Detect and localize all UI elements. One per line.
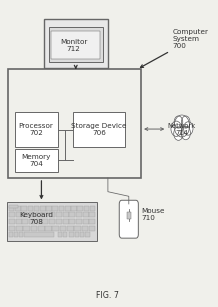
Circle shape <box>181 126 191 140</box>
FancyBboxPatch shape <box>56 212 62 217</box>
FancyBboxPatch shape <box>49 219 55 224</box>
FancyBboxPatch shape <box>119 200 138 238</box>
FancyBboxPatch shape <box>63 212 69 217</box>
FancyBboxPatch shape <box>77 206 83 211</box>
Circle shape <box>174 116 183 128</box>
FancyBboxPatch shape <box>14 232 18 237</box>
FancyBboxPatch shape <box>71 206 77 211</box>
Text: FIG. 7: FIG. 7 <box>96 291 119 300</box>
FancyBboxPatch shape <box>9 219 15 224</box>
FancyBboxPatch shape <box>56 219 62 224</box>
FancyBboxPatch shape <box>76 212 82 217</box>
Text: Processor
702: Processor 702 <box>19 123 53 136</box>
FancyBboxPatch shape <box>65 206 71 211</box>
FancyBboxPatch shape <box>34 206 39 211</box>
FancyBboxPatch shape <box>83 212 89 217</box>
Text: Mouse
710: Mouse 710 <box>141 208 165 221</box>
FancyBboxPatch shape <box>9 212 15 217</box>
FancyBboxPatch shape <box>49 212 55 217</box>
FancyBboxPatch shape <box>69 232 74 237</box>
FancyBboxPatch shape <box>69 212 75 217</box>
FancyBboxPatch shape <box>89 226 95 231</box>
FancyBboxPatch shape <box>9 226 15 231</box>
FancyBboxPatch shape <box>60 226 66 231</box>
FancyBboxPatch shape <box>58 232 62 237</box>
FancyBboxPatch shape <box>74 226 81 231</box>
Text: Keyboard
708: Keyboard 708 <box>19 212 53 225</box>
FancyBboxPatch shape <box>84 206 89 211</box>
FancyBboxPatch shape <box>23 226 30 231</box>
FancyBboxPatch shape <box>73 112 125 147</box>
FancyBboxPatch shape <box>16 226 23 231</box>
FancyBboxPatch shape <box>63 219 69 224</box>
FancyBboxPatch shape <box>21 206 27 211</box>
Text: Storage Device
706: Storage Device 706 <box>71 123 127 136</box>
Circle shape <box>174 115 190 137</box>
FancyBboxPatch shape <box>89 219 95 224</box>
FancyBboxPatch shape <box>15 212 22 217</box>
FancyBboxPatch shape <box>9 232 13 237</box>
FancyBboxPatch shape <box>63 232 67 237</box>
FancyBboxPatch shape <box>15 112 58 147</box>
FancyBboxPatch shape <box>69 219 75 224</box>
FancyBboxPatch shape <box>24 232 54 237</box>
FancyBboxPatch shape <box>43 219 48 224</box>
FancyBboxPatch shape <box>22 212 28 217</box>
FancyBboxPatch shape <box>22 219 28 224</box>
FancyBboxPatch shape <box>45 226 52 231</box>
FancyBboxPatch shape <box>89 212 95 217</box>
FancyBboxPatch shape <box>76 219 82 224</box>
FancyBboxPatch shape <box>127 212 131 219</box>
Circle shape <box>181 116 190 128</box>
FancyBboxPatch shape <box>7 202 97 241</box>
Text: Monitor
712: Monitor 712 <box>60 38 87 52</box>
FancyBboxPatch shape <box>75 232 79 237</box>
FancyBboxPatch shape <box>49 27 102 62</box>
Circle shape <box>184 122 193 135</box>
FancyBboxPatch shape <box>27 206 33 211</box>
FancyBboxPatch shape <box>15 149 58 172</box>
FancyBboxPatch shape <box>36 212 42 217</box>
FancyBboxPatch shape <box>53 206 58 211</box>
FancyBboxPatch shape <box>59 206 64 211</box>
FancyBboxPatch shape <box>44 19 108 68</box>
FancyBboxPatch shape <box>29 219 35 224</box>
Text: Network
714: Network 714 <box>168 123 196 136</box>
FancyBboxPatch shape <box>82 226 88 231</box>
FancyBboxPatch shape <box>53 226 59 231</box>
FancyBboxPatch shape <box>85 232 90 237</box>
FancyBboxPatch shape <box>8 69 141 178</box>
Text: Memory
704: Memory 704 <box>21 154 51 167</box>
FancyBboxPatch shape <box>46 206 52 211</box>
FancyBboxPatch shape <box>31 226 37 231</box>
FancyBboxPatch shape <box>9 206 14 211</box>
FancyBboxPatch shape <box>36 219 42 224</box>
FancyBboxPatch shape <box>80 232 84 237</box>
FancyBboxPatch shape <box>40 206 46 211</box>
FancyBboxPatch shape <box>43 212 48 217</box>
FancyBboxPatch shape <box>9 204 19 208</box>
FancyBboxPatch shape <box>38 226 44 231</box>
FancyBboxPatch shape <box>19 232 23 237</box>
FancyBboxPatch shape <box>67 226 74 231</box>
FancyBboxPatch shape <box>15 219 22 224</box>
FancyBboxPatch shape <box>83 219 89 224</box>
Circle shape <box>171 121 182 136</box>
FancyBboxPatch shape <box>90 206 95 211</box>
FancyBboxPatch shape <box>29 212 35 217</box>
FancyBboxPatch shape <box>15 206 21 211</box>
Circle shape <box>174 127 183 140</box>
Text: Computer
System
700: Computer System 700 <box>172 29 208 49</box>
FancyBboxPatch shape <box>51 31 100 59</box>
